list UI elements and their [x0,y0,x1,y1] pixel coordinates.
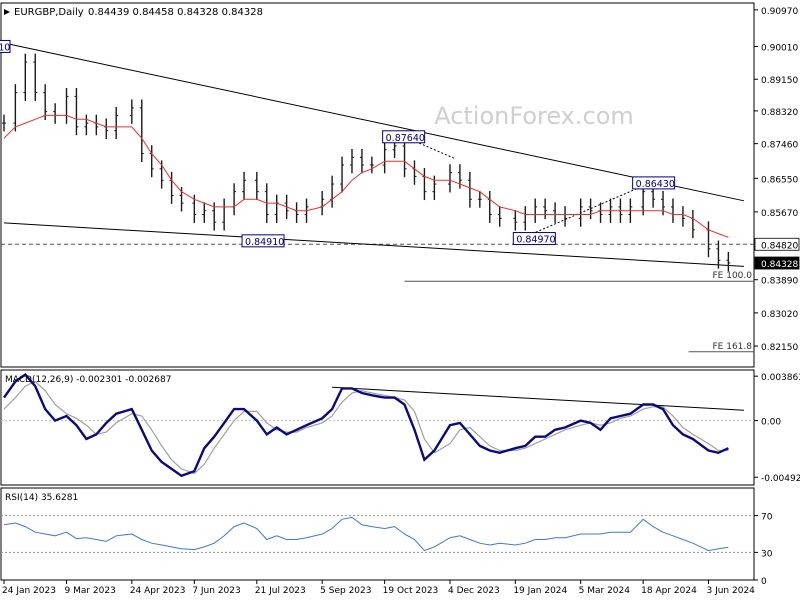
price-trendline [3,222,745,267]
rsi-panel-frame [0,487,755,581]
price-ytick-label: 0.88320 [761,108,798,118]
price-ytick-label: 0.83020 [761,310,798,320]
price-trendline [3,42,745,202]
xaxis-tick-label: 21 Jul 2023 [255,586,306,596]
macd-panel-frame [0,369,755,486]
price-annotation-text: 0.90010 [0,42,10,53]
xaxis-tick-label: 19 Oct 2023 [383,586,439,596]
price-tag-text: 0.84820 [761,241,798,251]
price-annotation: 0.87640 [382,130,426,144]
price-ytick-label: 0.90010 [761,43,798,53]
moving-average-line [3,114,729,238]
price-annotation: 0.86430 [632,176,676,190]
xaxis-tick-label: 24 Apr 2023 [130,586,186,596]
xaxis-tick-label: 9 Mar 2023 [64,586,115,596]
price-annotation: 0.84910 [241,234,285,248]
price-annotation-text: 0.84970 [516,235,555,246]
price-annotation-text: 0.86430 [636,179,675,190]
price-tag [754,237,800,251]
fe-label: FE 161.8 [713,342,753,352]
price-ytick-label: 0.85670 [761,209,798,219]
macd-label: MACD(12,26,9) -0.002301 -0.002687 [5,375,171,385]
watermark: ActionForex.com [434,102,634,130]
rsi-ytick-label: 0 [761,577,767,587]
price-annotation: 0.90010 [0,39,11,53]
price-annotation-text: 0.84910 [245,237,284,248]
price-annotation-box [382,130,426,144]
xaxis-tick-label: 3 Jun 2024 [706,586,755,596]
price-ytick-label: 0.86550 [761,175,798,185]
macd-line [3,372,729,478]
macd-ytick-label: -0.004926 [761,474,800,484]
price-tag-text: 0.84328 [761,260,798,270]
price-ytick-label: 0.83890 [761,277,798,287]
price-tag [754,256,800,270]
xaxis-tick-label: 24 Jan 2023 [2,586,56,596]
symbol-marker-icon [4,9,10,15]
price-ytick-label: 0.82150 [761,343,798,353]
price-annotation-box [241,234,285,248]
price-annotation-text: 0.87640 [386,133,425,144]
fe-label: FE 100.0 [713,271,753,281]
rsi-label: RSI(14) 35.6281 [5,493,78,503]
projection-dotted-line [520,182,651,240]
xaxis-tick-label: 5 Mar 2024 [579,586,631,596]
macd-ytick-label: 0.00 [761,418,781,428]
xaxis-tick-label: 19 Jan 2024 [513,586,567,596]
price-ytick-label: 0.90970 [761,7,798,17]
xaxis-tick-label: 7 Jun 2023 [192,586,240,596]
rsi-ytick-label: 70 [761,513,773,523]
macd-trendline [332,386,745,411]
price-annotation: 0.84970 [512,232,556,246]
price-annotation-box [632,176,676,190]
price-ytick-label: 0.89150 [761,76,798,86]
price-ytick-label: 0.87460 [761,141,798,151]
rsi-line [3,516,729,552]
xaxis-tick-label: 5 Sep 2023 [320,586,371,596]
rsi-ytick-label: 30 [761,549,773,559]
symbol-label: EURGBP,Daily [14,7,84,18]
price-panel-frame [0,2,755,368]
xaxis-tick-label: 18 Apr 2024 [641,586,697,596]
ohlc-readout: 0.84439 0.84458 0.84328 0.84328 [88,7,263,18]
price-annotation-box [512,232,556,246]
price-annotation-box [0,39,11,53]
macd-ytick-label: 0.003863 [761,373,800,383]
xaxis-tick-label: 4 Dec 2023 [448,586,500,596]
